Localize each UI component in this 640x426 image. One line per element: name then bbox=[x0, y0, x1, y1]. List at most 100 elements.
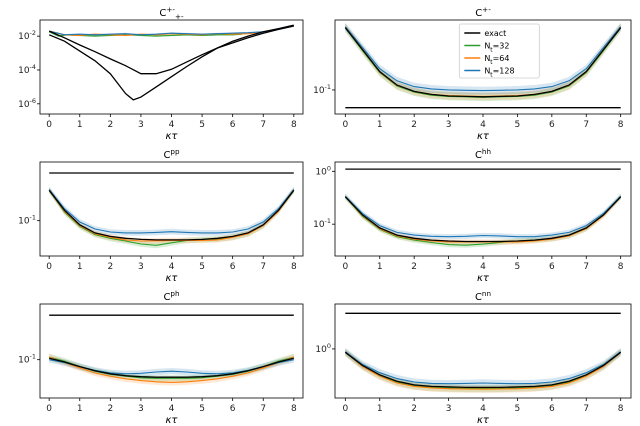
x-tick-label: 8 bbox=[618, 120, 624, 130]
x-tick-label: 6 bbox=[549, 262, 555, 272]
x-tick-label: 5 bbox=[515, 262, 521, 272]
x-tick-label: 3 bbox=[446, 404, 452, 414]
series-line-exact bbox=[344, 27, 622, 98]
x-tick-label: 7 bbox=[583, 120, 589, 130]
x-tick-label: 6 bbox=[230, 120, 236, 130]
x-tick-label: 8 bbox=[618, 404, 624, 414]
x-tick-label: 5 bbox=[515, 404, 521, 414]
x-tick-label: 1 bbox=[77, 404, 83, 414]
x-tick-label: 0 bbox=[342, 120, 348, 130]
x-tick-label: 4 bbox=[480, 120, 486, 130]
y-tick-label: 100​ bbox=[315, 342, 331, 355]
y-tick-label: 100​ bbox=[315, 164, 331, 177]
x-tick-label: 4 bbox=[480, 404, 486, 414]
x-tick-label: 8 bbox=[291, 262, 297, 272]
series-line-exact bbox=[49, 357, 294, 378]
series-line-nt32 bbox=[48, 189, 295, 246]
x-tick-label: 7 bbox=[260, 120, 266, 130]
x-tick-label: 6 bbox=[549, 404, 555, 414]
y-tick-label: 10-6​ bbox=[18, 97, 36, 110]
x-tick-label: 2 bbox=[107, 262, 113, 272]
series-line-exact bbox=[48, 25, 294, 75]
band-nt128 bbox=[345, 348, 621, 388]
plot-area bbox=[344, 22, 622, 109]
legend-label: Nt=64 bbox=[484, 54, 509, 66]
x-tick-label: 3 bbox=[446, 262, 452, 272]
series-line-exact bbox=[48, 24, 294, 101]
x-tick-label: 2 bbox=[107, 404, 113, 414]
x-tick-label: 3 bbox=[138, 262, 144, 272]
x-tick-label: 1 bbox=[77, 120, 83, 130]
x-axis-label: κτ bbox=[477, 131, 490, 142]
y-tick-label: 10-4​ bbox=[18, 63, 36, 76]
series-line-nt128 bbox=[344, 195, 622, 238]
series-line-nt64 bbox=[49, 356, 294, 383]
x-tick-label: 6 bbox=[230, 262, 236, 272]
panel-c-pm: 0 1 2 3 4 5 6 7 8 10-1​ C+-​ κτ exact Nt=32Nt=64Nt=12… bbox=[313, 5, 632, 142]
panel-c-hh: 0 1 2 3 4 5 6 7 8 100​ 10-1​ Chh​ κτ bbox=[313, 147, 632, 284]
x-tick-label: 0 bbox=[46, 404, 52, 414]
x-tick-label: 7 bbox=[260, 262, 266, 272]
x-axis-label: κτ bbox=[166, 131, 179, 142]
x-tick-label: 4 bbox=[480, 262, 486, 272]
x-tick-label: 3 bbox=[138, 120, 144, 130]
series-line-exact bbox=[344, 351, 622, 389]
x-tick-label: 7 bbox=[583, 262, 589, 272]
panel-title: Cnn​ bbox=[475, 289, 491, 303]
x-axis-label: κτ bbox=[166, 415, 179, 426]
series-line-nt32 bbox=[344, 351, 622, 390]
x-tick-label: 2 bbox=[411, 404, 417, 414]
x-tick-label: 7 bbox=[583, 404, 589, 414]
x-tick-label: 6 bbox=[549, 120, 555, 130]
x-tick-label: 5 bbox=[515, 120, 521, 130]
y-tick-label: 10-1​ bbox=[18, 353, 36, 366]
y-tick-label: 10-1​ bbox=[18, 214, 36, 227]
x-tick-label: 0 bbox=[46, 262, 52, 272]
x-tick-label: 2 bbox=[107, 120, 113, 130]
x-tick-label: 3 bbox=[138, 404, 144, 414]
series-line-nt128 bbox=[49, 25, 294, 36]
plot-area bbox=[344, 168, 622, 248]
x-tick-label: 1 bbox=[377, 404, 383, 414]
x-tick-label: 5 bbox=[199, 262, 205, 272]
plot-area bbox=[49, 314, 294, 386]
band-nt128 bbox=[49, 356, 294, 377]
band-nt64 bbox=[49, 187, 294, 244]
x-tick-label: 8 bbox=[618, 262, 624, 272]
series-line-nt128 bbox=[344, 26, 622, 92]
series-line-nt64 bbox=[49, 30, 261, 36]
x-tick-label: 5 bbox=[199, 404, 205, 414]
panel-title: C+-+-​ bbox=[159, 5, 184, 21]
x-tick-label: 8 bbox=[291, 404, 297, 414]
panel-c-pm-pm: 0 1 2 3 4 5 6 7 8 10-2​ 10-4​ 10-6​ C+-+-​ κτ bbox=[18, 5, 304, 142]
x-tick-label: 4 bbox=[169, 262, 175, 272]
series-line-nt128 bbox=[344, 351, 622, 385]
legend-box bbox=[458, 23, 540, 79]
legend-label: Nt=128 bbox=[484, 67, 514, 79]
panel-c-pp: 0 1 2 3 4 5 6 7 8 10-1​ Cpp​ κτ bbox=[18, 147, 304, 284]
series-line-exact bbox=[48, 189, 295, 241]
x-tick-label: 0 bbox=[46, 120, 52, 130]
panel-title: Chh​ bbox=[475, 147, 491, 161]
panel-c-ph: 0 1 2 3 4 5 6 7 8 10-1​ Cph​ κτ bbox=[18, 289, 304, 426]
x-tick-label: 1 bbox=[377, 120, 383, 130]
series-line-nt64 bbox=[344, 351, 622, 390]
x-tick-label: 4 bbox=[169, 404, 175, 414]
plot-area bbox=[48, 172, 295, 249]
panel-title: Cpp​ bbox=[163, 147, 180, 161]
x-tick-label: 6 bbox=[230, 404, 236, 414]
x-tick-label: 0 bbox=[342, 404, 348, 414]
y-tick-label: 10-1​ bbox=[313, 83, 331, 96]
panel-title: C+-​ bbox=[475, 5, 491, 19]
x-tick-label: 2 bbox=[411, 262, 417, 272]
legend-label: exact bbox=[484, 29, 506, 38]
panel-c-nn: 0 1 2 3 4 5 6 7 8 100​ Cnn​ κτ bbox=[315, 289, 632, 426]
x-tick-label: 7 bbox=[260, 404, 266, 414]
x-axis-label: κτ bbox=[166, 273, 179, 284]
band-nt64 bbox=[49, 353, 294, 386]
y-tick-label: 10-2​ bbox=[18, 29, 36, 42]
series-line-exact bbox=[344, 196, 622, 243]
x-axis-label: κτ bbox=[477, 415, 490, 426]
